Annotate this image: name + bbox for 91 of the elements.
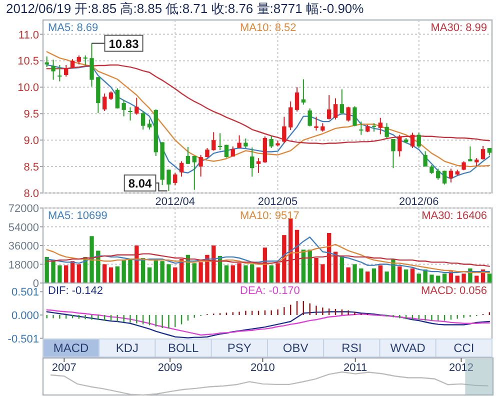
bar (147, 267, 152, 283)
text: MACD (53, 341, 90, 355)
text: WVAD (390, 341, 426, 355)
bar (346, 267, 350, 283)
bar (237, 263, 242, 283)
text: MA30: 8.99 (430, 22, 487, 34)
bar (224, 265, 229, 283)
x-tick-label: 2012/05 (258, 196, 298, 208)
series-label: MACD: 0.056 (420, 285, 487, 297)
bar (487, 274, 492, 283)
bar (64, 265, 68, 283)
x-tick-label: 2011 (344, 362, 368, 374)
text: CCI (454, 341, 474, 355)
bar (115, 266, 120, 283)
bar (282, 235, 286, 283)
text: OBV (282, 341, 308, 355)
text: MA10: 9517 (240, 210, 300, 222)
bar (352, 264, 357, 283)
bar (102, 264, 107, 283)
y-tick-label: -0.501 (8, 333, 39, 346)
x-tick-label: 2010 (250, 362, 275, 374)
x-tick-label: 2012/04 (155, 196, 196, 208)
bar (76, 264, 82, 283)
bar (436, 276, 440, 283)
text: PSY (227, 341, 252, 355)
text: MA30: 16406 (422, 210, 487, 222)
bar (173, 267, 178, 283)
y-tick-label: 10.0 (18, 82, 39, 94)
x-tick-label: 2009 (158, 362, 182, 374)
text: DEA: -0.170 (240, 285, 300, 297)
bar (462, 274, 466, 283)
bar (192, 263, 196, 283)
series-label: DIF: -0.142 (48, 285, 104, 297)
bar (442, 274, 447, 283)
bar (404, 269, 408, 283)
x-tick-label: 2012/06 (398, 196, 439, 208)
bar (230, 265, 235, 283)
bar (108, 267, 114, 283)
bar (122, 260, 126, 283)
y-tick-label: 9.5 (24, 108, 39, 121)
bar (256, 267, 261, 283)
y-tick-label: 18000 (8, 259, 39, 272)
annotation: 8.04 (128, 176, 152, 190)
bar (378, 265, 382, 283)
line-series (46, 253, 490, 267)
text: MA5: 8.69 (48, 22, 98, 34)
bar (269, 265, 274, 283)
y-tick-label: 0.501 (11, 286, 39, 299)
bar (51, 260, 56, 283)
x-tick-label: 2012 (448, 362, 474, 374)
bar (365, 272, 370, 283)
bar (154, 260, 158, 283)
bar (372, 268, 376, 283)
bar (410, 268, 415, 283)
y-tick-label: 8.0 (24, 188, 39, 200)
y-tick-label: 36000 (8, 240, 39, 252)
bar (416, 274, 421, 283)
chart-title: 2012/06/19 开:8.85 高:8.85 低:8.71 收:8.76 量:8771 幅:-0.90% (6, 1, 364, 16)
bar (430, 274, 434, 283)
bar (359, 268, 364, 283)
text: BOLL (168, 341, 199, 355)
bar (58, 265, 62, 283)
bar (384, 272, 389, 283)
bar (90, 236, 94, 283)
x-tick-label: 2007 (52, 362, 76, 374)
annotation: 10.83 (108, 36, 140, 51)
y-tick-label: 9.0 (24, 135, 39, 148)
bar (320, 264, 325, 283)
line-series (46, 236, 490, 274)
bar (198, 262, 203, 283)
text: RSI (342, 341, 362, 355)
y-tick-label: 72000 (8, 203, 39, 215)
text: MA5: 10699 (48, 210, 108, 222)
y-tick-label: 11.0 (18, 29, 39, 42)
line-series (46, 244, 490, 274)
bar (474, 276, 479, 283)
bar (276, 263, 280, 283)
y-tick-label: 10.5 (18, 56, 39, 68)
bar (314, 258, 318, 283)
bar (244, 265, 248, 283)
bar (160, 261, 164, 283)
bar (166, 264, 171, 283)
bar (250, 264, 254, 283)
y-tick-label: 8.5 (24, 162, 39, 174)
bar (455, 276, 460, 283)
text: KDJ (116, 341, 139, 355)
y-tick-label: 0.000 (11, 310, 39, 322)
text: MA10: 8.52 (240, 22, 296, 34)
bar (128, 259, 132, 283)
y-tick-label: 54000 (8, 222, 39, 234)
bar (398, 266, 402, 283)
